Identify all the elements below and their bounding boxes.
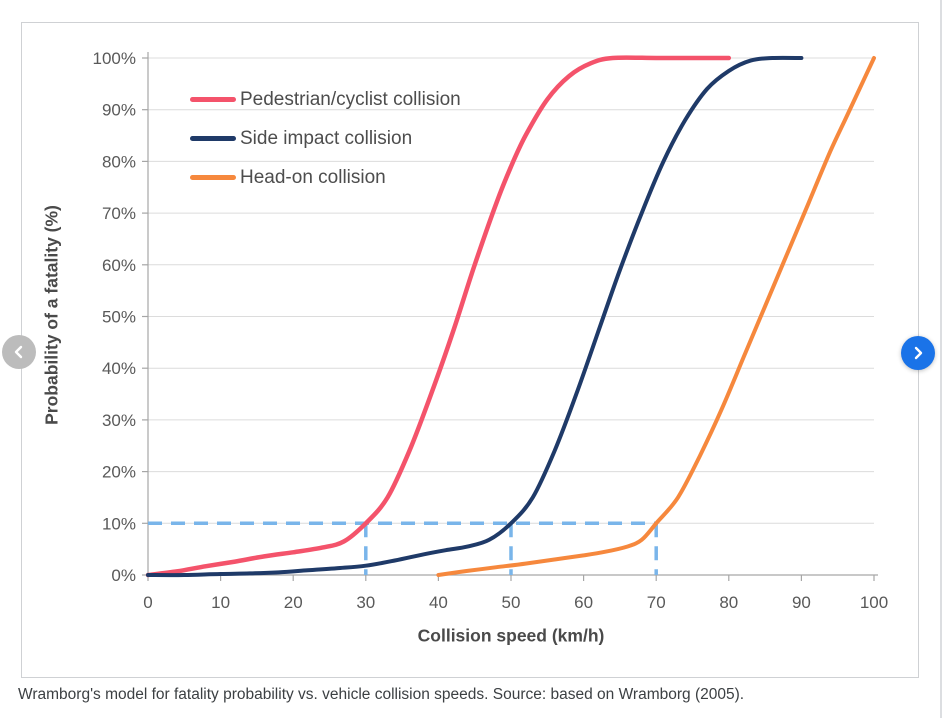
legend-item-side-impact: Side impact collision (190, 119, 461, 158)
x-tick-label: 100 (860, 593, 888, 612)
legend-label: Head-on collision (240, 166, 386, 188)
chart-card: 0% 10% 20% 30% 40% 50% 60% 70% 80% 90% 100% 0 10 20 30… (21, 22, 919, 678)
y-tick-label: 70% (102, 204, 136, 223)
y-tick-label: 50% (102, 308, 136, 327)
legend-item-pedestrian: Pedestrian/cyclist collision (190, 80, 461, 119)
head-on-series-swatch-icon (190, 175, 236, 180)
y-axis-title: Probability of a fatality (%) (41, 205, 62, 425)
x-tick-label: 20 (284, 593, 303, 612)
x-tick-label: 50 (502, 593, 521, 612)
side-impact-series-swatch-icon (190, 136, 236, 141)
next-card-edge-divider (940, 0, 942, 718)
y-tick-label: 30% (102, 411, 136, 430)
x-tick-label: 10 (211, 593, 230, 612)
x-tick-label: 60 (574, 593, 593, 612)
y-tick-label: 80% (102, 152, 136, 171)
x-tick-label: 0 (143, 593, 152, 612)
legend-item-head-on: Head-on collision (190, 158, 461, 197)
y-tick-label: 60% (102, 256, 136, 275)
x-tick-label: 40 (429, 593, 448, 612)
y-tick-label: 90% (102, 101, 136, 120)
figure-caption: Wramborg's model for fatality probabilit… (18, 686, 745, 703)
x-tick-label: 90 (792, 593, 811, 612)
series-line-0 (145, 55, 732, 578)
series-line-2 (436, 56, 876, 577)
chevron-left-icon (14, 345, 23, 359)
y-tick-label: 20% (102, 463, 136, 482)
legend-label: Side impact collision (240, 127, 413, 149)
pedestrian-series-swatch-icon (190, 97, 236, 102)
chevron-right-icon (914, 346, 923, 360)
next-slide-button[interactable] (901, 336, 935, 370)
x-tick-label: 30 (356, 593, 375, 612)
x-tick-label: 70 (647, 593, 666, 612)
y-tick-label: 40% (102, 359, 136, 378)
fatality-probability-chart: 0% 10% 20% 30% 40% 50% 60% 70% 80% 90% 100% 0 10 20 30… (93, 49, 889, 612)
y-tick-label: 10% (102, 514, 136, 533)
legend-label: Pedestrian/cyclist collision (240, 88, 461, 110)
x-tick-label: 80 (719, 593, 738, 612)
y-tick-label: 100% (93, 49, 136, 68)
series-line-1 (146, 55, 804, 578)
chart-legend: Pedestrian/cyclist collision Side impact… (190, 80, 461, 197)
previous-slide-button[interactable] (2, 335, 36, 369)
x-axis-title: Collision speed (km/h) (417, 625, 605, 646)
y-tick-label: 0% (111, 566, 136, 585)
